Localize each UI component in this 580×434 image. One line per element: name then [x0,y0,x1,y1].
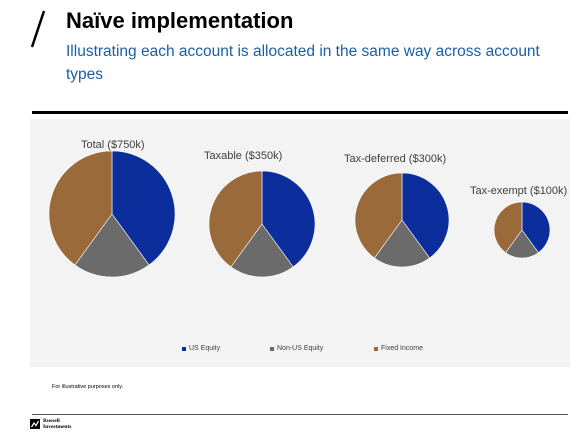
title-divider [32,111,568,114]
slice-tax-deferred-non-us-equity [373,219,431,268]
slice-tax-deferred-fixed-income [354,172,403,259]
legend-swatch-non-us-equity [270,346,274,351]
legend-swatch-fixed-income [374,346,378,351]
slice-taxable-us-equity [261,170,316,268]
footer-divider [32,414,568,415]
legend-item-fixed-income: Fixed Income [374,345,423,352]
slice-total-fixed-income [48,150,113,266]
logo-text-line1: Russell [43,418,60,424]
slice-taxable-fixed-income [208,170,263,268]
russell-investments-logo: Russell Investments [30,418,71,430]
pie-total [48,150,176,278]
title-slash-decoration [30,10,46,48]
slide-title: Naïve implementation [66,8,294,33]
pie-label-taxable: Taxable ($350k) [204,150,282,162]
slice-tax-deferred-us-equity [401,172,450,259]
legend-label-non-us-equity: Non-US Equity [277,345,324,352]
slice-tax-exempt-fixed-income [493,201,523,254]
slice-total-us-equity [111,150,176,266]
logo-mark-icon [30,419,40,429]
chart-legend: US Equity Non-US Equity Fixed Income [178,341,438,357]
pie-label-total: Total ($750k) [81,139,145,151]
slice-tax-exempt-us-equity [521,201,551,254]
pie-tax-exempt [493,201,551,259]
pie-taxable [208,170,316,278]
pie-label-tax-exempt: Tax-exempt ($100k) [470,185,567,197]
legend-label-fixed-income: Fixed Income [381,345,424,352]
pie-label-tax-deferred: Tax-deferred ($300k) [344,153,446,165]
legend-swatch-us-equity [182,346,186,351]
slice-taxable-non-us-equity [230,223,294,278]
legend-item-us-equity: US Equity [182,345,220,352]
footnote: For illustrative purposes only. [52,384,124,390]
legend-item-non-us-equity: Non-US Equity [270,345,323,352]
pie-tax-deferred [354,172,450,268]
slice-total-non-us-equity [74,213,150,278]
legend-label-us-equity: US Equity [189,345,221,352]
logo-text-line2: Investments [43,424,72,430]
slide-subtitle: Illustrating each account is allocated i… [66,43,540,83]
